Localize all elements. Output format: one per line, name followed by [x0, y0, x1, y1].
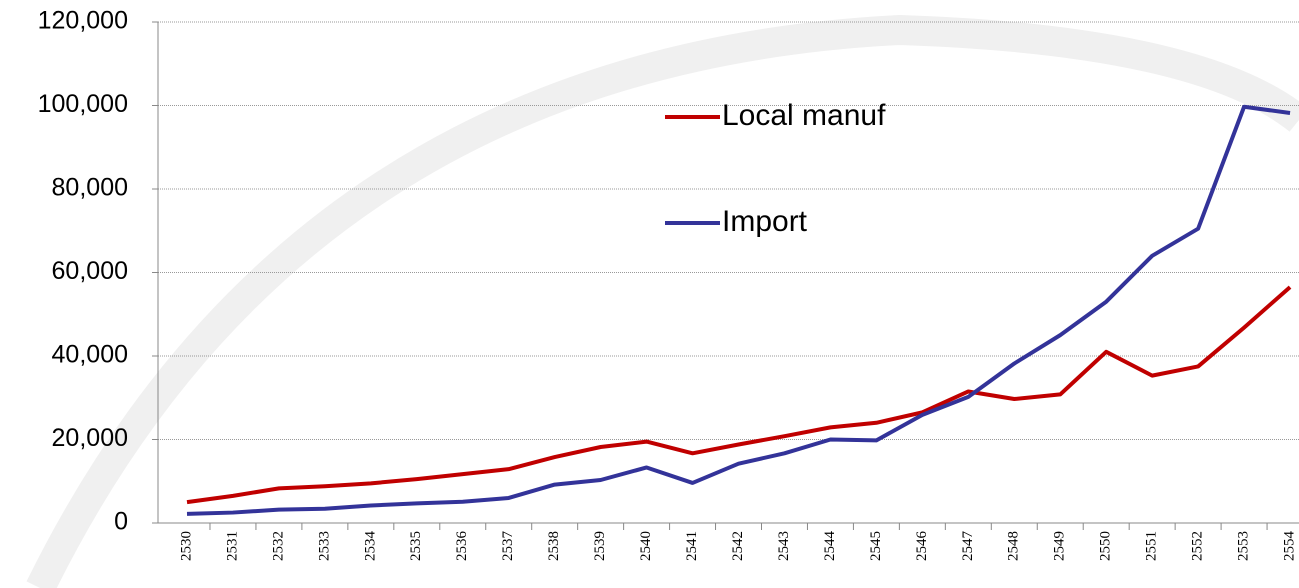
x-tick-label: 2541 — [684, 531, 700, 561]
x-tick-label: 2538 — [546, 531, 562, 561]
y-tick-label: 0 — [114, 508, 128, 536]
y-tick-label: 100,000 — [38, 90, 128, 118]
x-tick-label: 2552 — [1190, 531, 1206, 561]
x-tick-label: 2545 — [868, 531, 884, 561]
x-tick-label: 2534 — [362, 531, 378, 562]
x-tick-label: 2553 — [1236, 531, 1252, 561]
x-tick-label: 2532 — [270, 531, 286, 561]
x-tick-label: 2544 — [822, 531, 838, 562]
x-tick-label: 2530 — [178, 531, 194, 561]
x-tick-label: 2540 — [638, 531, 654, 561]
x-tick-label: 2537 — [500, 531, 516, 562]
x-tick-label: 2554 — [1281, 531, 1297, 562]
x-tick-label: 2539 — [592, 531, 608, 561]
x-tick-label: 2535 — [408, 531, 424, 561]
x-tick-label: 2533 — [316, 531, 332, 561]
y-tick-label: 40,000 — [52, 341, 128, 369]
y-tick-label: 80,000 — [52, 174, 128, 202]
y-tick-label: 60,000 — [52, 257, 128, 285]
x-tick-label: 2550 — [1098, 531, 1114, 561]
y-tick-label: 20,000 — [52, 424, 128, 452]
legend-label: Local manuf — [722, 99, 886, 132]
line-series — [186, 104, 1291, 516]
x-tick-label: 2542 — [730, 531, 746, 561]
legend-label: Import — [722, 205, 808, 238]
y-tick-label: 120,000 — [38, 7, 128, 35]
x-tick-label: 2551 — [1144, 531, 1160, 561]
line-series — [186, 285, 1292, 505]
x-tick-label: 2536 — [454, 531, 470, 562]
x-tick-label: 2546 — [914, 531, 930, 562]
x-tick-label: 2548 — [1006, 531, 1022, 561]
x-tick-label: 2549 — [1052, 531, 1068, 561]
background-arc — [26, 14, 1299, 588]
x-tick-label: 2547 — [960, 531, 976, 562]
x-tick-label: 2543 — [776, 531, 792, 561]
x-tick-label: 2531 — [224, 531, 240, 561]
